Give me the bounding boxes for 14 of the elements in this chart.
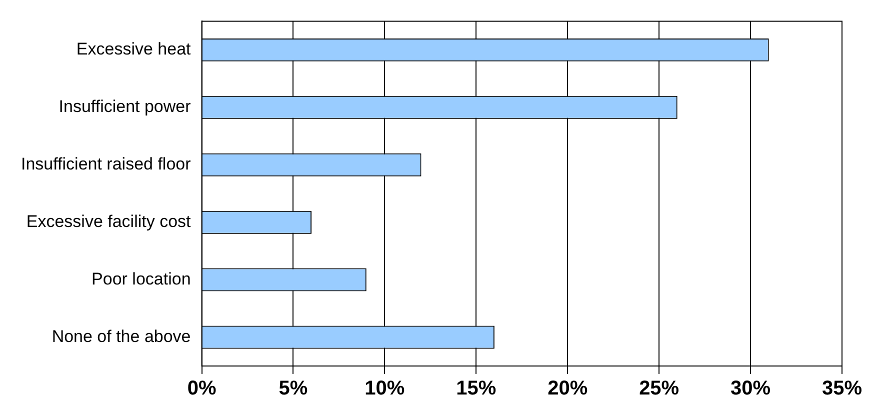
y-tick-label: Poor location (92, 269, 191, 288)
x-tick-label: 5% (278, 378, 308, 400)
x-tick-label: 30% (730, 378, 771, 400)
x-tick-label: 15% (456, 378, 496, 400)
x-tick-label: 35% (822, 378, 862, 400)
x-tick-label: 20% (548, 378, 588, 400)
y-tick-label: Excessive heat (76, 40, 192, 59)
y-tick-label: Insufficient raised floor (20, 154, 192, 174)
x-tick-label: 10% (364, 378, 405, 400)
y-tick-label: Excessive facility cost (26, 212, 192, 232)
y-tick-label: Insufficient power (58, 97, 192, 116)
x-tick-label: 25% (639, 378, 680, 400)
y-tick-label: None of the above (52, 326, 191, 346)
x-tick-label: 0% (187, 378, 216, 400)
